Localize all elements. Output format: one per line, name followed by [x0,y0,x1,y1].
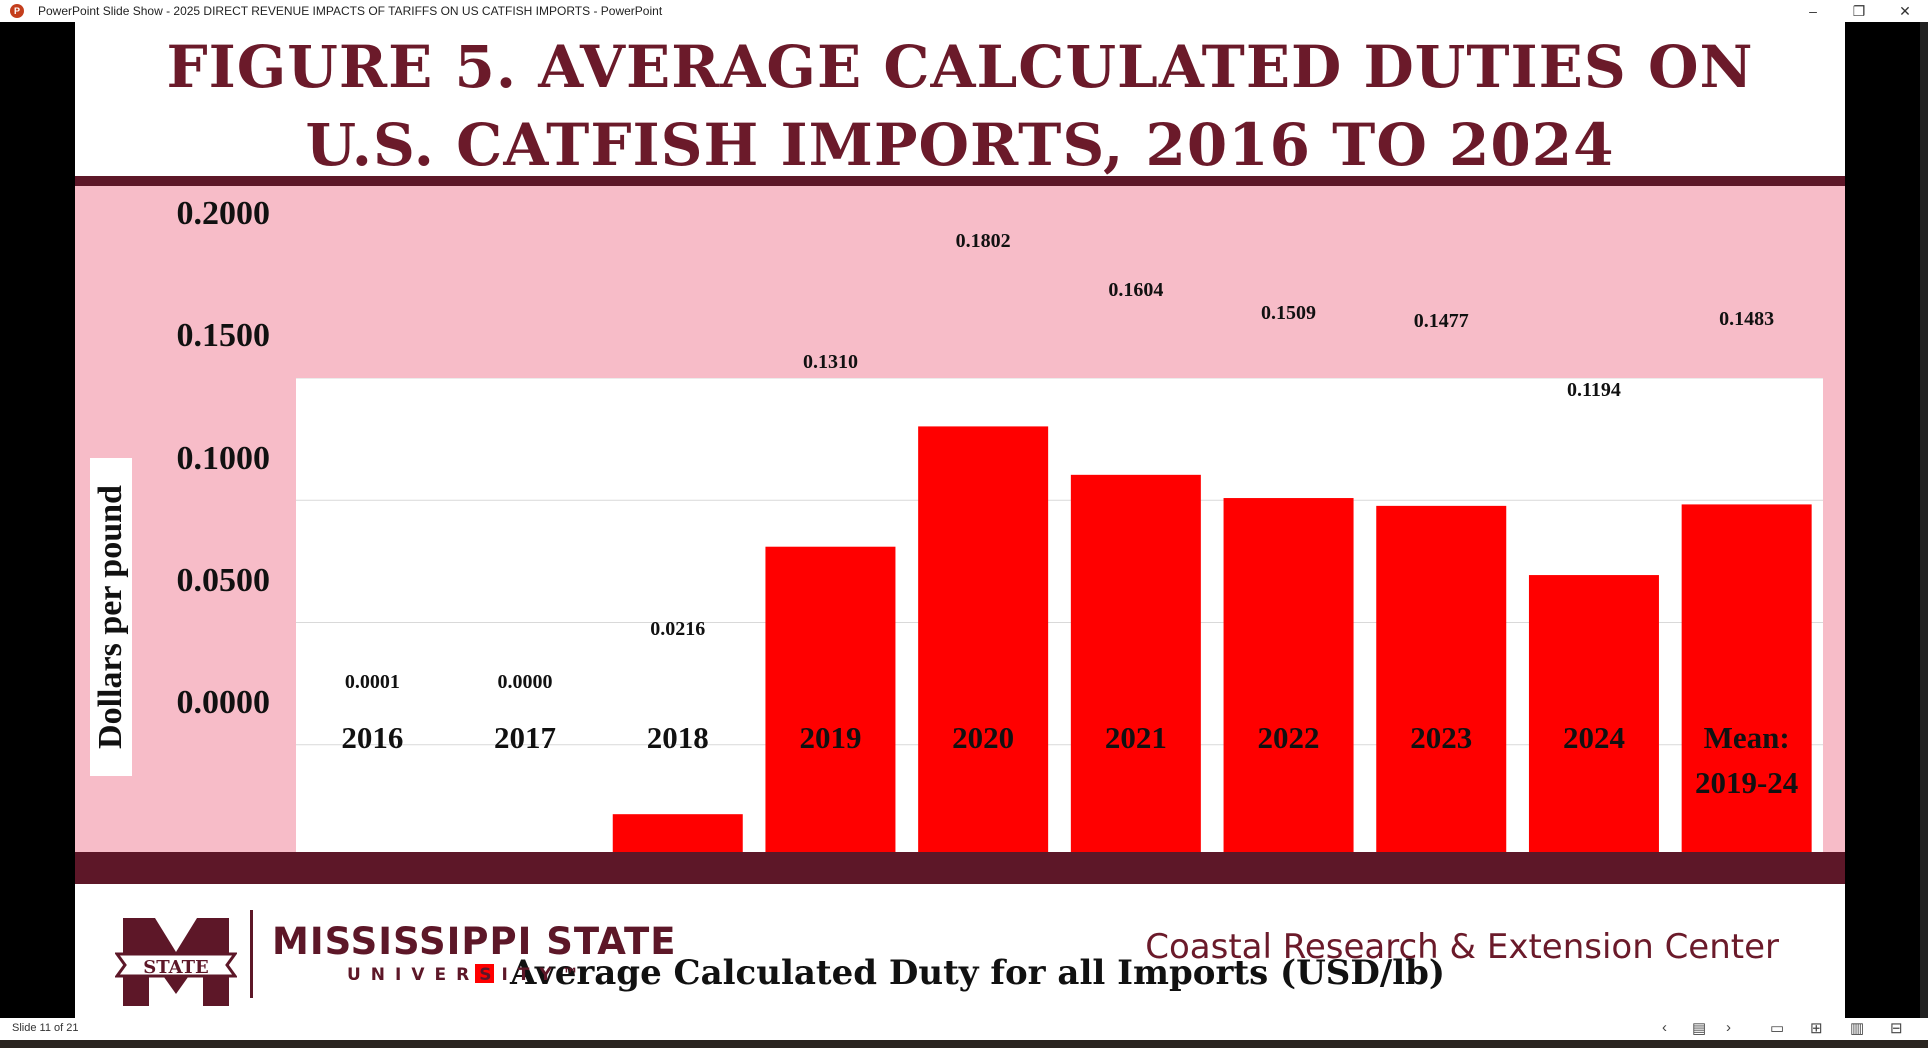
slide-sorter-menu-icon[interactable]: ▤ [1692,1020,1707,1037]
chart-area: Dollars per pound 0.0000 0.0500 0.1000 0.15… [75,186,1845,1004]
close-button[interactable]: ✕ [1899,2,1911,19]
maroon-band-top [75,176,1845,186]
logo-banner [115,952,237,978]
legend-swatch [474,963,494,983]
y-tick-label: 0.1500 [176,317,271,355]
bar-2022 [1223,498,1354,867]
x-tick-label: 2017 [494,720,557,755]
legend-label: Average Calculated Duty for all Imports … [509,953,1446,993]
normal-view-icon[interactable]: ▭ [1770,1020,1785,1037]
slide-title-line2: U.S. CATFISH IMPORTS, 2016 TO 2024 [305,111,1615,179]
x-tick-label: 2021 [1104,720,1167,755]
data-label: 0.1483 [1719,308,1775,331]
bar-2020 [918,426,1049,867]
logo-text: STATE [143,957,209,978]
data-label: 0.1477 [1413,309,1469,332]
next-icon[interactable]: › [1726,1019,1731,1036]
y-tick-label: 0.1000 [176,439,271,477]
x-tick-label: 2024 [1562,720,1625,755]
center-name: Coastal Research & Extension Center [1145,927,1779,967]
powerpoint-icon: P [10,4,24,18]
slide-title: FIGURE 5. AVERAGE CALCULATED DUTIES ON U… [75,28,1845,184]
slide: FIGURE 5. AVERAGE CALCULATED DUTIES ON U… [75,22,1845,1018]
restore-button[interactable]: ❐ [1852,2,1866,19]
screen-edge [1920,22,1928,1018]
plot-area [296,378,1823,867]
slide-title-line1: FIGURE 5. AVERAGE CALCULATED DUTIES ON [166,33,1754,101]
bar-2019 [765,546,896,867]
taskbar-strip [0,1040,1928,1048]
grid-view-icon[interactable]: ⊞ [1810,1020,1823,1037]
x-tick-label: 2022 [1257,720,1320,755]
university-subtitle: UNIVERSITY™ [347,965,589,985]
window-titlebar: P PowerPoint Slide Show - 2025 DIRECT RE… [0,0,1928,22]
slide-counter: Slide 11 of 21 [12,1022,79,1034]
x-tick-label: 2016 [341,720,404,755]
y-tick-label: 0.0000 [176,684,271,721]
bar-2024 [1528,575,1659,867]
msu-logo: STATE [115,918,237,1006]
data-label: 0.1509 [1261,302,1317,325]
data-label: 0.1310 [802,350,858,373]
y-axis-title-box: Dollars per pound [90,458,132,776]
prev-icon[interactable]: ‹ [1662,1019,1667,1036]
legend: Average Calculated Duty for all Imports … [430,942,1490,1004]
y-tick-label: 0.0500 [176,561,271,599]
window-title: PowerPoint Slide Show - 2025 DIRECT REVE… [38,4,663,18]
data-label: 0.1194 [1566,379,1621,402]
minimize-button[interactable]: – [1809,3,1817,19]
bar-chart [296,378,1823,867]
bar-mean [1681,504,1812,867]
reading-view-icon[interactable]: ▥ [1850,1020,1865,1037]
data-label: 0.1604 [1108,278,1164,301]
x-tick-label: 2020 [952,720,1015,755]
bar-2021 [1070,474,1201,867]
status-bar: Slide 11 of 21 ‹ ▤ › ▭ ⊞ ▥ ⊟ [0,1018,1928,1040]
data-label: 0.0001 [344,670,400,693]
data-label: 0.1802 [955,230,1011,253]
maroon-band-bottom [75,852,1845,884]
x-tick-label: Mean: 2019-24 [1694,720,1799,800]
bar-2023 [1376,505,1507,867]
data-label: 0.0216 [650,618,706,641]
university-name: MISSISSIPPI STATE [272,920,677,963]
presenter-icon[interactable]: ⊟ [1890,1020,1903,1037]
data-label: 0.0000 [497,671,553,693]
y-tick-label: 0.2000 [176,195,271,232]
logo-divider [250,910,253,998]
x-tick-label: 2018 [646,720,709,755]
x-tick-label: 2023 [1410,720,1473,755]
x-tick-label: 2019 [799,720,862,755]
